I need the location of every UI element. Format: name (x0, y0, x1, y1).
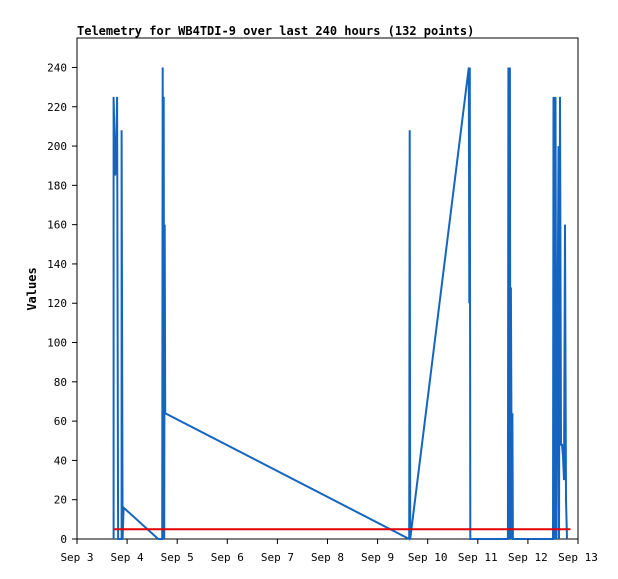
x-tick-label: Sep 8 (311, 551, 344, 564)
x-tick-label: Sep 9 (361, 551, 394, 564)
y-tick-label: 100 (47, 337, 67, 350)
x-tick-label: Sep 4 (111, 551, 144, 564)
x-tick-label: Sep 6 (211, 551, 244, 564)
x-axis: Sep 3 Sep 4 Sep 5 Sep 6 Sep 7 Sep 8 Sep 9 Sep 1… (60, 539, 598, 564)
y-tick-label: 80 (54, 376, 67, 389)
y-tick-label: 20 (54, 494, 67, 507)
series-line-telemetry (112, 67, 568, 541)
y-axis-label: Values (25, 267, 39, 310)
y-tick-label: 220 (47, 101, 67, 114)
y-tick-label: 180 (47, 179, 67, 192)
series-layer (112, 67, 571, 541)
y-tick-label: 140 (47, 258, 67, 271)
y-tick-label: 60 (54, 415, 67, 428)
chart-title: Telemetry for WB4TDI-9 over last 240 hou… (77, 24, 474, 38)
x-tick-label: Sep 11 (458, 551, 498, 564)
y-tick-label: 240 (47, 61, 67, 74)
x-tick-label: Sep 3 (60, 551, 93, 564)
y-tick-label: 160 (47, 219, 67, 232)
y-tick-label: 40 (54, 454, 67, 467)
plot-area (76, 37, 579, 540)
y-tick-label: 120 (47, 297, 67, 310)
x-tick-label: Sep 13 (558, 551, 598, 564)
x-tick-label: Sep 12 (508, 551, 548, 564)
x-tick-label: Sep 10 (408, 551, 448, 564)
x-tick-label: Sep 7 (261, 551, 294, 564)
y-axis: 0 20 40 60 80 100 120 140 160 180 200 220 240 (47, 61, 77, 546)
x-tick-label: Sep 5 (161, 551, 194, 564)
y-tick-label: 200 (47, 140, 67, 153)
y-tick-label: 0 (60, 533, 67, 546)
